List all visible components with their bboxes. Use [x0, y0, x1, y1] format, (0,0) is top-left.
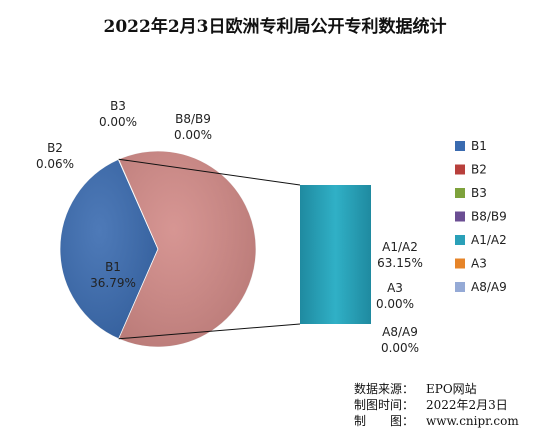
- source-notes: 数据来源： EPO网站 制图时间： 2022年2月3日 制 图： www.cni…: [354, 381, 550, 429]
- source-value: 2022年2月3日: [426, 398, 508, 412]
- source-row-time: 制图时间： 2022年2月3日: [354, 397, 550, 413]
- label-b2-name: B2: [47, 141, 63, 155]
- source-value: www.cnipr.com: [426, 414, 519, 428]
- legend-swatch-a8a9: [455, 282, 465, 292]
- label-a3-value: 0.00%: [376, 297, 414, 311]
- source-key: 数据来源：: [354, 382, 415, 396]
- label-b3-value: 0.00%: [99, 115, 137, 129]
- label-b8b9-name: B8/B9: [175, 112, 211, 126]
- label-b2-value: 0.06%: [36, 157, 74, 171]
- legend-swatch-a3: [455, 258, 465, 269]
- legend-swatch-b3: [455, 188, 465, 198]
- source-key: 制图时间：: [354, 398, 415, 412]
- label-a8a9-value: 0.00%: [381, 341, 419, 355]
- legend-label-b3: B3: [471, 186, 487, 200]
- label-b1-name: B1: [105, 260, 121, 274]
- label-b1-value: 36.79%: [90, 276, 136, 290]
- bar-segment-a1a2: [300, 185, 371, 324]
- label-a8a9-name: A8/A9: [382, 325, 418, 339]
- source-value: EPO网站: [426, 382, 477, 396]
- legend: B1 B2 B3 B8/B9 A1/A2 A3 A8/A9: [455, 139, 507, 294]
- source-key: 制 图：: [354, 414, 415, 428]
- legend-swatch-b2: [455, 164, 465, 175]
- source-row-author: 制 图： www.cnipr.com: [354, 413, 550, 429]
- legend-swatch-b1: [455, 141, 465, 151]
- label-b8b9-value: 0.00%: [174, 128, 212, 142]
- slice-b1-shade: [59, 159, 158, 339]
- legend-label-a1a2: A1/A2: [471, 233, 507, 247]
- legend-label-a8a9: A8/A9: [471, 280, 507, 294]
- connector-line-bottom: [118, 323, 301, 340]
- source-row-data: 数据来源： EPO网站: [354, 381, 550, 397]
- legend-label-b1: B1: [471, 139, 487, 153]
- chart-title: 2022年2月3日欧洲专利局公开专利数据统计: [103, 17, 447, 37]
- label-a1a2-name: A1/A2: [382, 240, 418, 254]
- legend-swatch-a1a2: [455, 235, 465, 245]
- label-a1a2-value: 63.15%: [377, 256, 423, 270]
- legend-label-b2: B2: [471, 163, 487, 177]
- label-b3-name: B3: [110, 99, 126, 113]
- label-a3-name: A3: [387, 281, 403, 295]
- connector-line-top: [118, 158, 301, 186]
- legend-swatch-b8b9: [455, 211, 465, 222]
- slice-a-group-shade: [118, 151, 256, 347]
- legend-label-b8b9: B8/B9: [471, 210, 507, 224]
- legend-label-a3: A3: [471, 257, 487, 271]
